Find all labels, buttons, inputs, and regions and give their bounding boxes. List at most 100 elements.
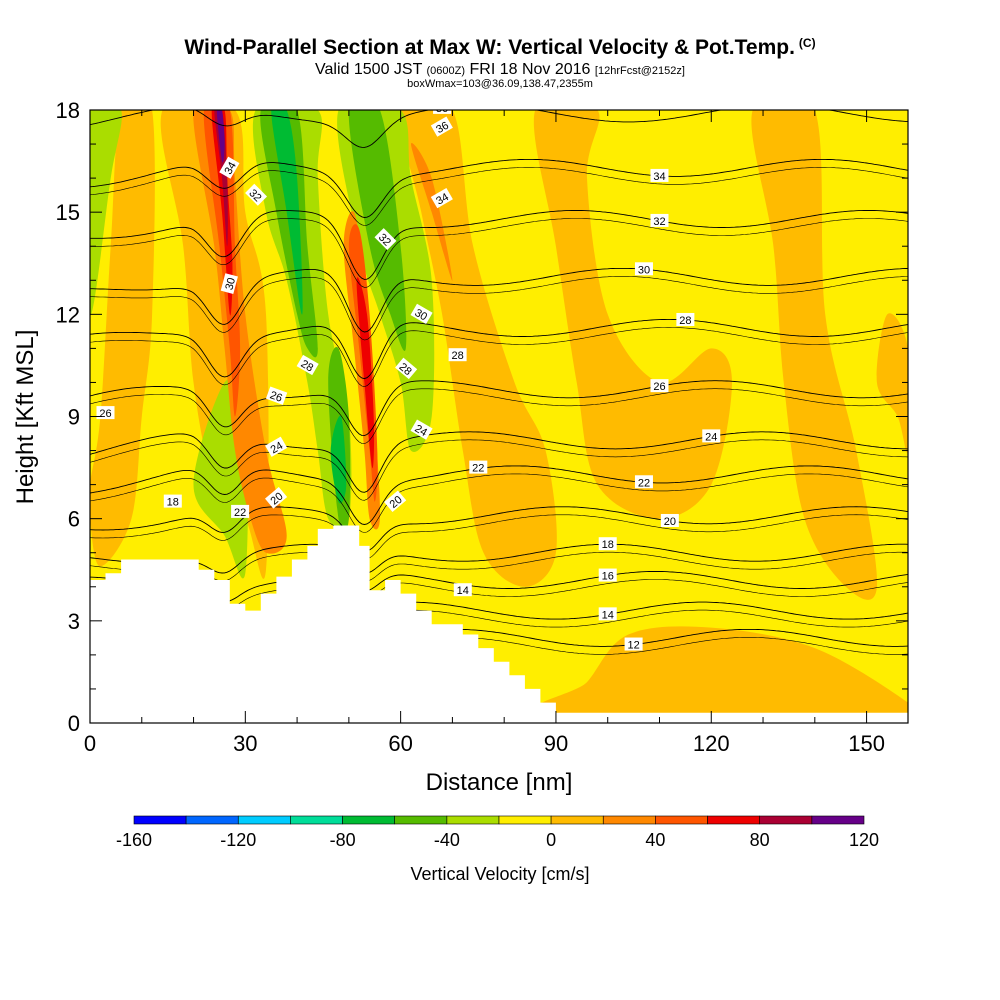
svg-text:14: 14: [602, 609, 614, 621]
isentrope-minor-26: [90, 388, 908, 444]
isentrope-minor-20: [90, 514, 908, 560]
colorbar-swatch: [238, 815, 291, 825]
svg-text:16: 16: [602, 571, 614, 583]
svg-text:18: 18: [167, 497, 179, 509]
inline-contour-label-18: 18: [163, 494, 182, 509]
inline-contour-label-1: 34: [219, 156, 240, 179]
colorbar-title: Vertical Velocity [cm/s]: [410, 864, 589, 884]
colorbar-swatch: [811, 815, 865, 825]
isentrope-minor-34: [90, 167, 908, 226]
isentrope-label-22: 22: [634, 475, 653, 489]
svg-text:20: 20: [664, 516, 676, 528]
velocity-band-3: [533, 110, 732, 519]
isentrope-label-20: 20: [660, 513, 679, 528]
isentrope-36: [90, 110, 908, 148]
colorbar-swatch: [498, 815, 552, 825]
forecast-info: [12hrFcst@2152z]: [594, 65, 685, 77]
isentrope-18: [90, 543, 908, 574]
isentrope-label-34: 34: [650, 168, 669, 183]
velocity-band-22: [356, 277, 375, 469]
isentrope-label-36: 36: [433, 103, 452, 115]
svg-text:12: 12: [627, 640, 639, 652]
velocity-band-6: [876, 313, 908, 453]
isentrope-minor-22: [90, 473, 908, 533]
isentrope-label-24: 24: [702, 429, 721, 443]
colorbar-swatch: [655, 815, 708, 825]
isentrope-34: [90, 158, 908, 218]
colorbar-swatch: [342, 815, 396, 825]
inline-contour-label-7: 28: [296, 354, 319, 376]
y-tick-label: 3: [68, 609, 80, 634]
x-tick-label: 120: [693, 731, 730, 756]
velocity-band-21: [211, 110, 233, 316]
inline-contour-label-8: 28: [448, 348, 467, 362]
colorbar: -160 -120 -80 -40 0 40 80 120: [116, 815, 879, 850]
colorbar-tick-label: 0: [546, 830, 556, 850]
valid-utc: (0600Z): [426, 65, 466, 77]
x-tick-label: 90: [544, 731, 568, 756]
isentrope-layer: [90, 110, 908, 677]
x-tick-label: 60: [388, 731, 412, 756]
velocity-band-4: [751, 110, 878, 600]
chart-title-text: Wind-Parallel Section at Max W: Vertical…: [184, 36, 795, 59]
isentrope-label-16: 16: [598, 568, 617, 583]
isentrope-minor-24: [90, 439, 908, 501]
colorbar-swatch: [602, 815, 656, 825]
svg-text:36: 36: [436, 103, 448, 115]
velocity-band-0: [90, 110, 155, 567]
x-tick-label: 150: [848, 731, 885, 756]
velocity-fill-layer: [90, 110, 908, 716]
colorbar-tick-label: -80: [330, 830, 356, 850]
svg-text:30: 30: [223, 276, 238, 291]
y-tick-label: 12: [56, 302, 80, 327]
isentrope-minor-30: [90, 276, 908, 341]
inline-contour-label-11: 26: [265, 386, 288, 405]
svg-text:28: 28: [679, 315, 691, 327]
isentrope-30: [90, 267, 908, 333]
colorbar-swatch: [133, 815, 187, 825]
y-tick-label: 6: [68, 507, 80, 532]
x-axis-title: Distance [nm]: [426, 769, 573, 796]
colorbar-swatch: [550, 815, 604, 825]
svg-text:34: 34: [434, 191, 451, 208]
colorbar-swatch: [185, 815, 239, 825]
svg-text:18: 18: [602, 539, 614, 551]
isentrope-24: [90, 431, 908, 493]
inline-contour-label-14: 22: [469, 460, 488, 475]
isentrope-28: [90, 318, 908, 380]
isentrope-label-18: 18: [598, 537, 617, 551]
isentrope-label-14: 14: [598, 607, 617, 621]
colorbar-tick-label: -40: [434, 830, 460, 850]
chart-title: Wind-Parallel Section at Max W: Vertical…: [0, 36, 1000, 60]
svg-text:22: 22: [638, 477, 650, 489]
inline-contour-label-12: 24: [265, 436, 288, 457]
svg-text:24: 24: [412, 423, 429, 440]
inline-contour-label-6: 30: [410, 303, 433, 324]
isentrope-26: [90, 380, 908, 437]
valid-prefix: Valid 1500 JST: [315, 61, 423, 78]
colorbar-swatch: [759, 815, 813, 825]
colorbar-tick-label: -160: [116, 830, 152, 850]
velocity-band-18: [411, 142, 453, 281]
isentrope-minor-28: [90, 327, 908, 387]
contour-label-layer: 1214161820222426283032343636343432323030…: [96, 103, 721, 652]
svg-text:30: 30: [412, 307, 429, 324]
svg-text:14: 14: [457, 585, 469, 597]
velocity-band-7: [90, 110, 122, 315]
colorbar-swatch: [707, 815, 760, 825]
svg-text:28: 28: [299, 358, 316, 375]
colorbar-swatch: [446, 815, 500, 825]
plot-area: 1214161820222426283032343636343432323030…: [90, 103, 908, 723]
svg-text:26: 26: [653, 381, 665, 393]
title-block: Wind-Parallel Section at Max W: Vertical…: [0, 36, 1000, 90]
isentrope-label-26: 26: [650, 379, 669, 393]
x-tick-label: 0: [84, 731, 96, 756]
svg-text:22: 22: [472, 463, 484, 475]
copyright-mark: (C): [798, 36, 816, 50]
colorbar-tick-label: -120: [220, 830, 256, 850]
valid-date: FRI 18 Nov 2016: [469, 61, 591, 78]
svg-text:22: 22: [234, 507, 246, 519]
velocity-band-14: [271, 110, 303, 315]
terrain-mask: [90, 525, 908, 723]
